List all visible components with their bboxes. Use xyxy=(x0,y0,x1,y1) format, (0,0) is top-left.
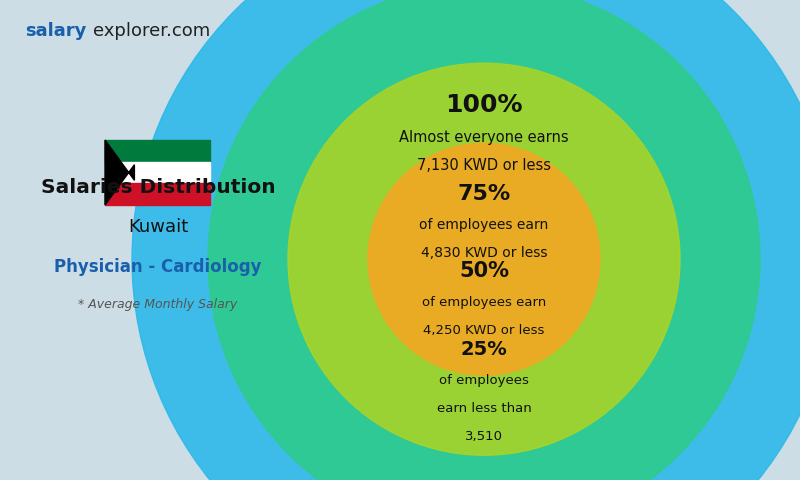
Text: * Average Monthly Salary: * Average Monthly Salary xyxy=(78,298,238,311)
Circle shape xyxy=(368,143,600,375)
Bar xyxy=(105,140,210,162)
Text: of employees: of employees xyxy=(439,374,529,387)
Text: Kuwait: Kuwait xyxy=(128,218,188,236)
Text: 4,830 KWD or less: 4,830 KWD or less xyxy=(421,246,547,260)
Text: 7,130 KWD or less: 7,130 KWD or less xyxy=(417,158,551,173)
Text: of employees earn: of employees earn xyxy=(419,218,549,232)
Text: Salaries Distribution: Salaries Distribution xyxy=(41,178,275,197)
Text: 3,510: 3,510 xyxy=(465,430,503,443)
Text: explorer.com: explorer.com xyxy=(93,22,210,40)
Polygon shape xyxy=(105,140,134,205)
Text: of employees earn: of employees earn xyxy=(422,296,546,309)
Text: Physician - Cardiology: Physician - Cardiology xyxy=(54,258,262,276)
Text: earn less than: earn less than xyxy=(437,402,531,415)
Text: 4,250 KWD or less: 4,250 KWD or less xyxy=(423,324,545,337)
Text: 75%: 75% xyxy=(458,184,510,204)
Bar xyxy=(105,162,210,183)
Text: 100%: 100% xyxy=(446,93,522,117)
Text: 50%: 50% xyxy=(459,261,509,281)
Text: Almost everyone earns: Almost everyone earns xyxy=(399,130,569,145)
Circle shape xyxy=(132,0,800,480)
Bar xyxy=(105,183,210,205)
Circle shape xyxy=(288,63,680,455)
Text: salary: salary xyxy=(25,22,86,40)
Circle shape xyxy=(208,0,760,480)
Text: 25%: 25% xyxy=(461,340,507,359)
